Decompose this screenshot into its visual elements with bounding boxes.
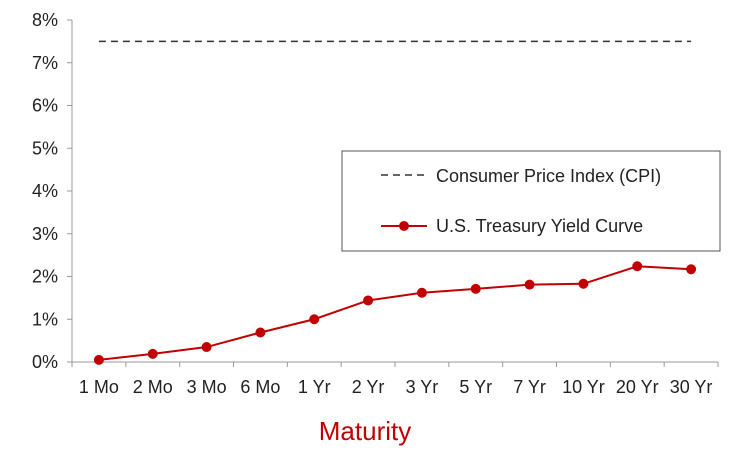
data-point [578, 278, 589, 289]
legend: Consumer Price Index (CPI) U.S. Treasury… [341, 150, 721, 252]
y-tick-label: 8% [32, 10, 58, 30]
data-point [309, 314, 320, 325]
data-point [93, 354, 104, 365]
x-tick-label: 7 Yr [513, 377, 546, 397]
y-tick-label: 4% [32, 181, 58, 201]
x-axis: 1 Mo 2 Mo 3 Mo 6 Mo 1 Yr 2 Yr 3 Yr 5 Yr 7 Yr 10 Y… [71, 361, 719, 397]
plot-area [93, 40, 697, 365]
legend-box [341, 150, 721, 252]
data-point [524, 279, 535, 290]
x-tick-label: 2 Yr [352, 377, 385, 397]
data-point [363, 295, 374, 306]
x-axis-title: Maturity [319, 416, 411, 446]
x-tick-label: 3 Mo [187, 377, 227, 397]
x-tick-label: 3 Yr [406, 377, 439, 397]
x-tick-label: 10 Yr [562, 377, 605, 397]
data-point [147, 348, 158, 359]
x-tick-label: 1 Mo [79, 377, 119, 397]
data-point [255, 327, 266, 338]
y-tick-label: 2% [32, 267, 58, 287]
series-line-treasury-yield [98, 265, 692, 361]
y-tick-label: 0% [32, 352, 58, 372]
data-point [632, 261, 643, 272]
x-tick-label: 1 Yr [298, 377, 331, 397]
legend-yield-marker [399, 221, 409, 231]
legend-cpi-label: Consumer Price Index (CPI) [436, 166, 661, 186]
data-point [686, 264, 697, 275]
data-point [416, 287, 427, 298]
data-point [201, 342, 212, 353]
x-tick-label: 30 Yr [670, 377, 713, 397]
x-tick-label: 5 Yr [459, 377, 492, 397]
x-tick-label: 20 Yr [616, 377, 659, 397]
data-point [470, 283, 481, 294]
x-tick-label: 6 Mo [240, 377, 280, 397]
x-tick-label: 2 Mo [133, 377, 173, 397]
y-tick-label: 3% [32, 224, 58, 244]
legend-yield-label: U.S. Treasury Yield Curve [436, 216, 643, 236]
y-tick-label: 6% [32, 96, 58, 116]
y-tick-label: 5% [32, 138, 58, 158]
y-tick-label: 1% [32, 309, 58, 329]
y-axis: 0% 1% 2% 3% 4% 5% 6% 7% 8% [32, 10, 73, 372]
y-tick-label: 7% [32, 53, 58, 73]
